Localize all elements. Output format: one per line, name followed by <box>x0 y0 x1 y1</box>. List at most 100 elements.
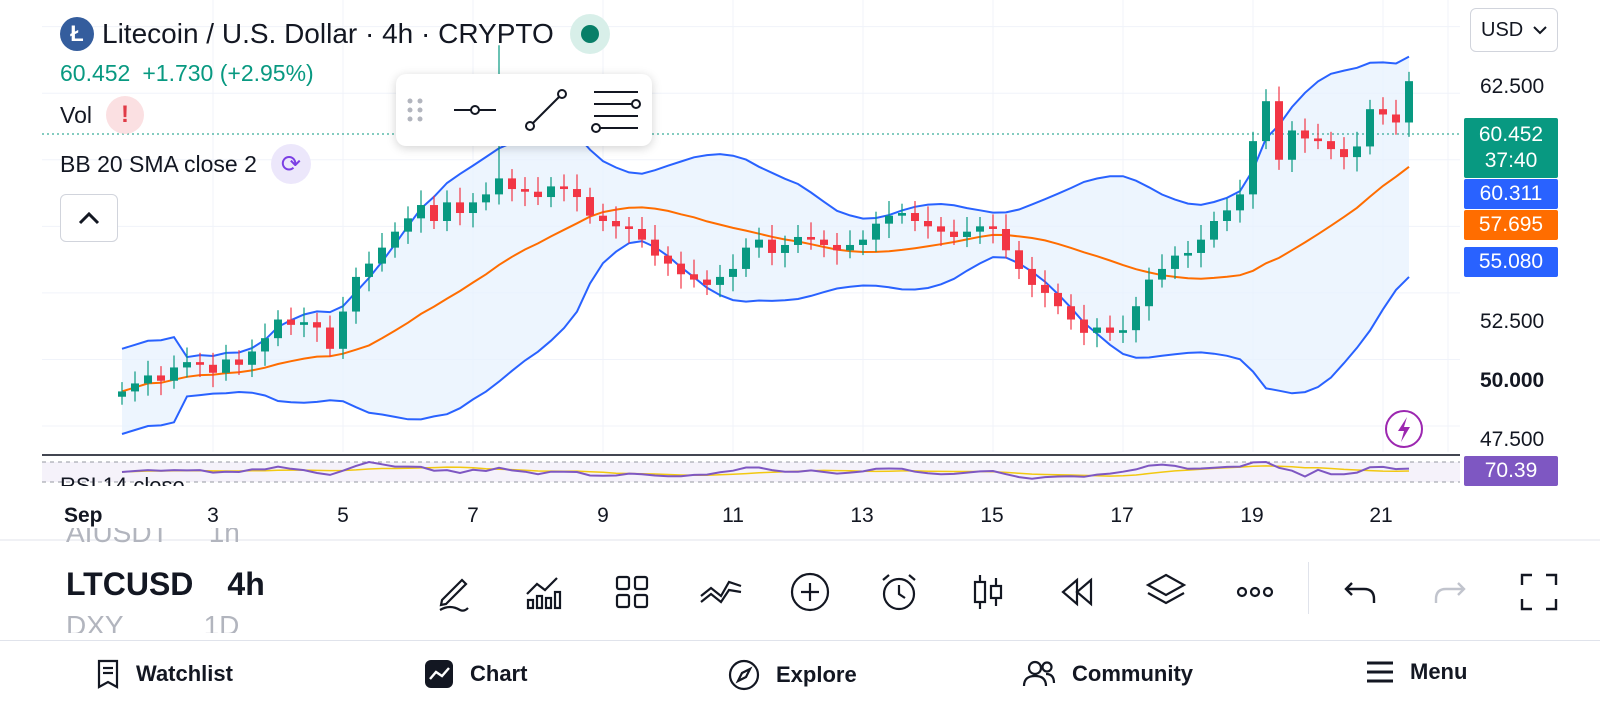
nav-watchlist[interactable]: Watchlist <box>96 659 233 689</box>
candle-body <box>1262 101 1270 142</box>
more-button[interactable] <box>1231 568 1279 616</box>
candle-body <box>313 322 321 328</box>
price-summary: 60.452 +1.730 (+2.95%) <box>60 60 314 87</box>
candle-body <box>144 375 152 384</box>
candle-body <box>157 375 165 381</box>
candle-body <box>807 236 815 240</box>
rsi-indicator-legend[interactable]: RSI 14 close <box>60 473 185 486</box>
last-price-tag: 60.452 37:40 <box>1464 118 1558 178</box>
candle-body <box>1054 292 1062 307</box>
candle-body <box>924 221 932 227</box>
objects-tree-button[interactable] <box>1142 568 1190 616</box>
candle-body <box>430 205 438 222</box>
symbol-next[interactable]: DXY 1D <box>66 611 240 633</box>
replay-button[interactable] <box>1053 568 1101 616</box>
bollinger-indicator-legend[interactable]: BB 20 SMA close 2 ⟳ <box>60 144 311 184</box>
fullscreen-button[interactable] <box>1515 568 1563 616</box>
warning-icon[interactable]: ! <box>105 96 144 134</box>
pencil-icon <box>439 578 469 612</box>
nav-explore[interactable]: Explore <box>728 659 857 691</box>
candle-body <box>690 274 698 280</box>
candle-body <box>781 244 789 253</box>
candle-body <box>482 194 490 203</box>
symbol-title-row[interactable]: Ł Litecoin / U.S. Dollar · 4h · CRYPTO <box>60 14 610 54</box>
candle-body <box>846 244 854 251</box>
candle-body <box>599 215 607 222</box>
grid-icon <box>615 575 649 609</box>
draw-tool-button[interactable] <box>430 568 478 616</box>
symbol-active[interactable]: LTCUSD 4h <box>66 566 265 603</box>
time-axis-label: 19 <box>1240 504 1264 527</box>
candle-body <box>1015 250 1023 269</box>
compare-lines-icon <box>700 580 742 604</box>
candle-body <box>131 383 139 392</box>
candle-body <box>118 391 126 397</box>
candle-body <box>287 319 295 325</box>
candle-body <box>1132 306 1140 331</box>
candle-body <box>963 231 971 237</box>
replay-flash-icon[interactable] <box>1385 410 1423 448</box>
nav-community-label: Community <box>1072 661 1193 686</box>
candle-body <box>573 189 581 198</box>
candle-body <box>443 202 451 222</box>
candle-body <box>1119 330 1127 333</box>
chevron-down-icon <box>1533 26 1547 35</box>
symbol-switcher[interactable]: AIUSDT 1h LTCUSD 4h DXY 1D <box>66 528 265 633</box>
fib-levels-icon <box>591 91 641 133</box>
bb-basis-tag: 57.695 <box>1464 210 1558 240</box>
symbol-title[interactable]: Litecoin / U.S. Dollar · 4h · CRYPTO <box>102 18 554 49</box>
time-axis-label: 3 <box>207 504 219 527</box>
candle-body <box>833 244 841 251</box>
plus-circle-icon <box>790 572 830 612</box>
bb-upper-tag: 60.311 <box>1464 179 1558 209</box>
refresh-icon[interactable]: ⟳ <box>270 144 311 184</box>
alert-button[interactable] <box>875 568 923 616</box>
drawing-floating-toolbar[interactable] <box>396 74 652 146</box>
nav-menu[interactable]: Menu <box>1366 659 1467 685</box>
candle-body <box>677 263 685 275</box>
volume-indicator-legend[interactable]: Vol ! <box>60 96 144 134</box>
bar-countdown: 37:40 <box>1484 149 1538 172</box>
nav-chart[interactable]: Chart <box>424 659 527 689</box>
candle-body <box>872 223 880 240</box>
market-status-icon[interactable] <box>569 14 610 54</box>
indicators-button[interactable] <box>519 568 567 616</box>
nav-explore-label: Explore <box>776 662 857 687</box>
currency-select[interactable]: USD <box>1470 8 1558 52</box>
rewind-icon <box>1061 577 1093 607</box>
redo-button[interactable] <box>1426 568 1474 616</box>
chart-toolbar[interactable] <box>430 560 1600 620</box>
drawing-toolbar-icons <box>407 89 641 133</box>
last-price-tag-value: 60.452 <box>1478 123 1544 146</box>
candle-body <box>1080 319 1088 333</box>
candle-body <box>521 189 529 192</box>
add-button[interactable] <box>786 568 834 616</box>
active-interval: 4h <box>227 566 265 602</box>
candle-body <box>976 226 984 232</box>
nav-community[interactable]: Community <box>1022 659 1193 689</box>
candle-body <box>638 228 646 240</box>
candle-body <box>755 239 763 248</box>
candle-body <box>326 327 334 349</box>
candle-body <box>183 362 191 368</box>
candle-body <box>1184 252 1192 256</box>
compare-button[interactable] <box>697 568 745 616</box>
litecoin-logo-icon: Ł <box>60 17 94 51</box>
candle-body <box>1340 149 1348 158</box>
symbol-prev[interactable]: AIUSDT 1h <box>66 528 240 548</box>
candle-body <box>1288 130 1296 160</box>
collapse-legend-button[interactable] <box>60 194 118 242</box>
chevron-up-icon <box>78 211 100 225</box>
active-symbol: LTCUSD <box>66 566 194 602</box>
chart-type-button[interactable] <box>964 568 1012 616</box>
more-dots-icon <box>1236 586 1274 598</box>
layouts-button[interactable] <box>608 568 656 616</box>
candle-body <box>586 197 594 216</box>
price-axis-label: 50.000 <box>1480 369 1545 392</box>
undo-button[interactable] <box>1336 568 1384 616</box>
indicators-icon <box>526 577 562 610</box>
nav-watchlist-label: Watchlist <box>136 661 233 686</box>
candle-body <box>937 226 945 232</box>
time-axis-label: Sep <box>64 504 103 527</box>
